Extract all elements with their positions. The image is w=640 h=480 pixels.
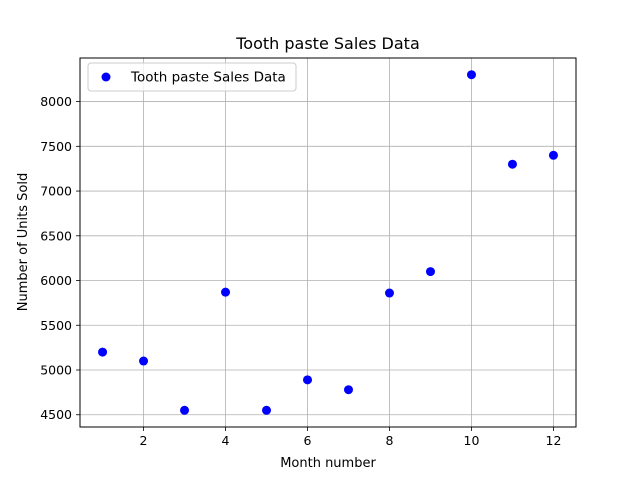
data-point [221,287,231,297]
y-axis-label: Number of Units Sold [16,173,31,311]
y-tick-label: 6500 [40,228,72,243]
x-tick-label: 8 [386,433,394,448]
data-point [303,375,313,385]
data-point [139,356,149,366]
y-tick-label: 4500 [40,407,72,422]
x-tick-label: 12 [546,433,562,448]
x-tick-label: 4 [222,433,230,448]
legend-label: Tooth paste Sales Data [130,70,286,86]
y-tick-label: 8000 [40,94,72,109]
data-point [384,288,394,298]
data-points [98,70,558,415]
data-point [466,70,476,80]
y-tick-label: 6000 [40,273,72,288]
data-point [180,405,190,415]
y-axis-ticks: 4500 5000 5500 6000 6500 7000 7500 8000 [40,94,80,422]
data-point [425,267,435,277]
x-tick-label: 10 [464,433,480,448]
legend: Tooth paste Sales Data [87,62,297,92]
legend-box [87,62,297,92]
y-tick-label: 7000 [40,184,72,199]
data-point [548,150,558,160]
x-axis-ticks: 2 4 6 8 10 12 [140,427,562,448]
data-point [262,405,272,415]
y-tick-label: 5500 [40,318,72,333]
chart-title: Tooth paste Sales Data [235,34,420,53]
plot-frame [79,57,577,428]
y-tick-label: 7500 [40,139,72,154]
x-axis-label: Month number [280,456,376,471]
data-point [507,159,517,169]
y-tick-label: 5000 [40,363,72,378]
x-tick-label: 2 [140,433,148,448]
data-point [343,385,353,395]
x-tick-label: 6 [304,433,312,448]
legend-marker [101,72,111,82]
grid-lines [80,58,576,427]
data-point [98,347,108,357]
